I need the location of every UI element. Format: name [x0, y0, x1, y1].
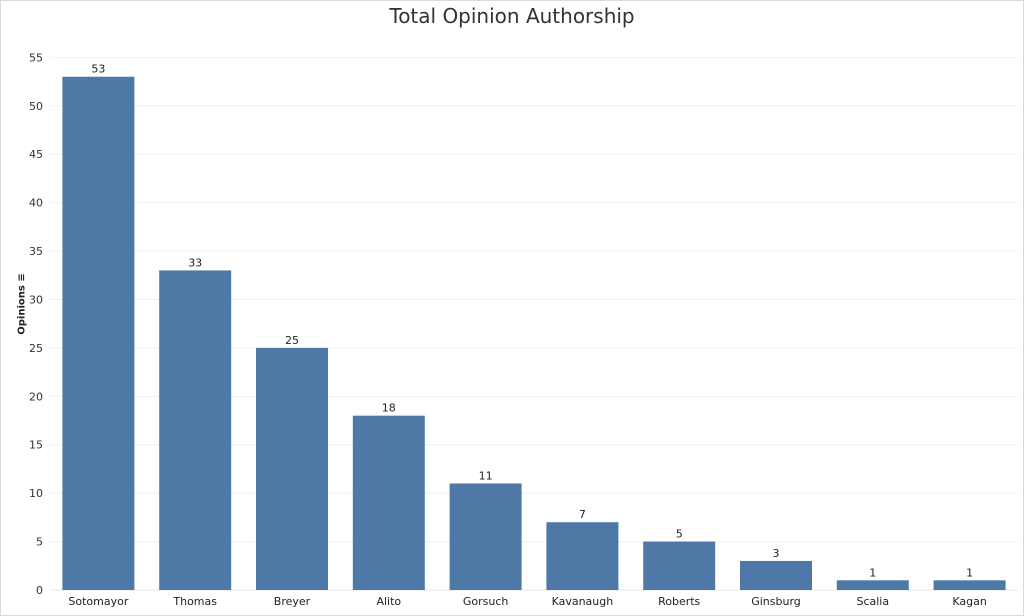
y-tick-label: 25: [29, 342, 43, 355]
y-tick-label: 10: [29, 487, 43, 500]
bar[interactable]: [159, 270, 232, 590]
y-tick-label: 0: [36, 584, 43, 597]
x-tick-label: Kavanaugh: [552, 595, 614, 608]
chart-title: Total Opinion Authorship: [389, 4, 635, 28]
y-tick-label: 50: [29, 100, 43, 113]
bar[interactable]: [740, 560, 812, 590]
data-label: 33: [188, 256, 202, 269]
bar[interactable]: [643, 541, 716, 590]
y-tick-label: 45: [29, 148, 43, 161]
x-tick-label: Thomas: [172, 595, 217, 608]
data-label: 18: [382, 402, 396, 415]
bar[interactable]: [256, 347, 328, 590]
bar[interactable]: [546, 522, 619, 590]
data-label: 1: [869, 566, 876, 579]
bar[interactable]: [449, 483, 522, 590]
data-label: 3: [773, 547, 780, 560]
x-tick-label: Breyer: [274, 595, 311, 608]
data-label: 7: [579, 508, 586, 521]
y-tick-label: 20: [29, 390, 43, 403]
x-tick-label: Gorsuch: [463, 595, 509, 608]
data-label: 5: [676, 528, 683, 541]
x-tick-label: Kagan: [952, 595, 986, 608]
data-label: 53: [91, 63, 105, 76]
data-label: 25: [285, 334, 299, 347]
y-tick-label: 35: [29, 245, 43, 258]
bar[interactable]: [62, 76, 135, 591]
x-tick-label: Scalia: [856, 595, 889, 608]
y-tick-label: 55: [29, 51, 43, 64]
x-tick-label: Alito: [376, 595, 401, 608]
x-tick-label: Roberts: [658, 595, 700, 608]
y-tick-label: 40: [29, 197, 43, 210]
y-tick-label: 5: [36, 536, 43, 549]
bar[interactable]: [933, 580, 1006, 590]
y-tick-label: 30: [29, 293, 43, 306]
bar[interactable]: [836, 580, 909, 590]
y-tick-label: 15: [29, 439, 43, 452]
x-tick-label: Ginsburg: [751, 595, 801, 608]
data-label: 1: [966, 566, 973, 579]
bar[interactable]: [352, 415, 425, 590]
data-label: 11: [479, 469, 493, 482]
x-tick-label: Sotomayor: [68, 595, 128, 608]
